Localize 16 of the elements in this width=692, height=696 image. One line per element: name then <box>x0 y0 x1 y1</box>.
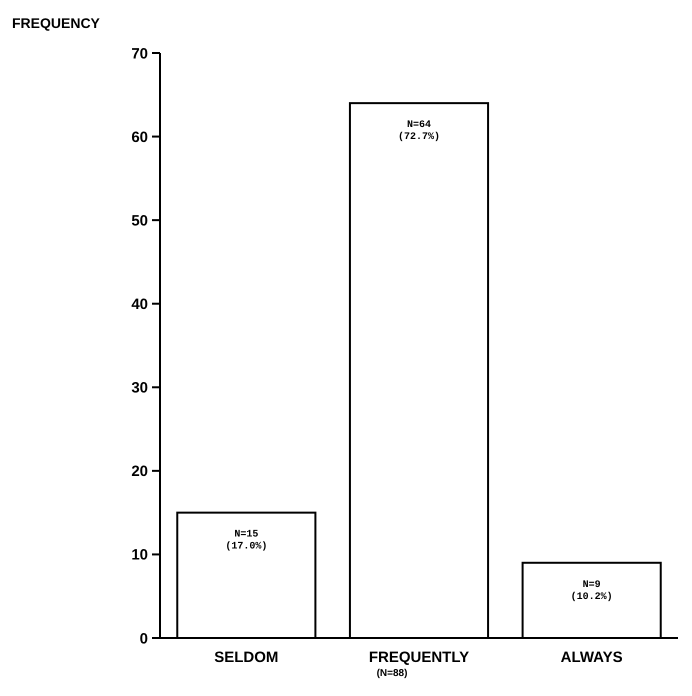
y-tick-label: 10 <box>131 546 148 564</box>
y-tick-label: 60 <box>131 128 148 146</box>
data-label: N=15 (17.0%) <box>225 530 268 553</box>
data-label: N=64 (72.7%) <box>398 120 440 144</box>
y-tick-label: 40 <box>131 296 148 313</box>
y-tick-label: 20 <box>131 463 148 480</box>
data-label: N=9 (10.2%) <box>570 580 613 603</box>
y-axis-title: FREQUENCY <box>12 15 101 31</box>
y-tick-label: 70 <box>131 45 148 62</box>
y-tick-label: 30 <box>131 380 148 397</box>
x-tick-label: ALWAYS <box>560 649 623 666</box>
y-tick-label: 50 <box>131 212 148 230</box>
y-tick-label: 0 <box>140 630 148 648</box>
x-tick-label: FREQUENTLY <box>368 649 470 666</box>
x-tick-label: SELDOM <box>214 649 278 666</box>
text: (N=88) <box>376 668 408 679</box>
